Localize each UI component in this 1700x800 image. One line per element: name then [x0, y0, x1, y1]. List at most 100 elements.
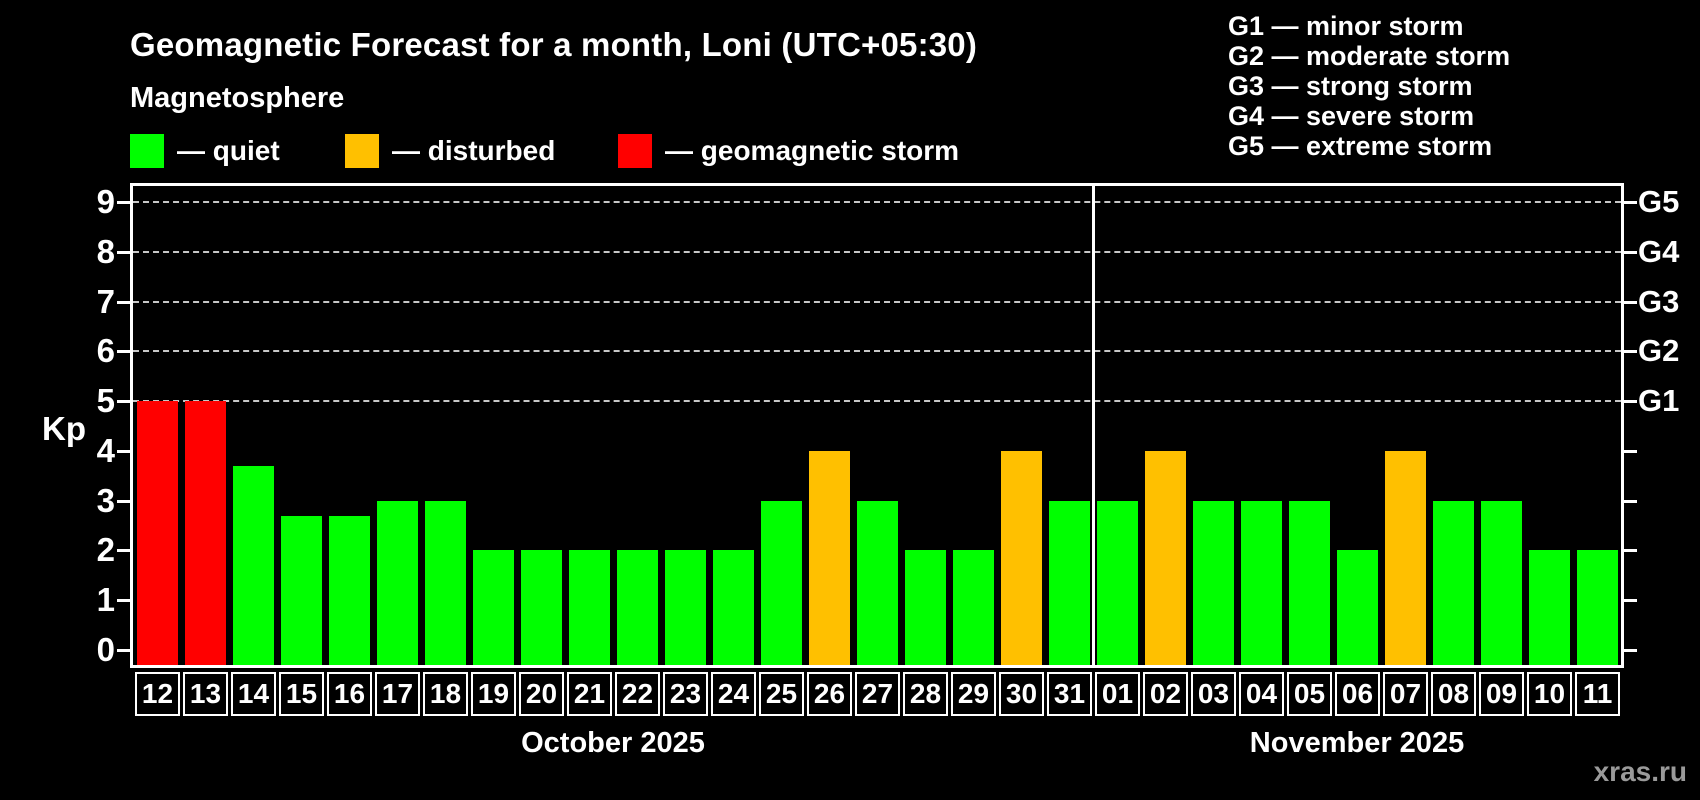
- y-tick-right-1: [1624, 599, 1637, 603]
- kp-bar-day-12: [136, 401, 178, 665]
- kp-bar-day-31: [1048, 500, 1090, 665]
- legend-item-storm: — geomagnetic storm: [618, 134, 959, 168]
- kp-bar-day-18: [424, 500, 466, 665]
- legend-item-disturbed: — disturbed: [345, 134, 555, 168]
- y-tick-right-7: [1624, 300, 1637, 304]
- month-label-2: November 2025: [1249, 727, 1465, 759]
- kp-bar-day-03: [1192, 500, 1234, 665]
- kp-bar-day-15: [280, 515, 322, 665]
- g-scale-legend: G1 — minor storm G2 — moderate storm G3 — …: [1228, 11, 1510, 161]
- kp-bar-day-13: [184, 401, 226, 665]
- kp-bar-day-21: [568, 550, 610, 665]
- y-axis-title: Kp: [42, 410, 86, 447]
- y-axis-label-7: 7: [96, 282, 115, 320]
- y-tick-left-7: [117, 300, 130, 304]
- gridline-kp7: [133, 300, 1621, 303]
- kp-bar-day-25: [760, 500, 802, 665]
- kp-bar-day-05: [1288, 500, 1330, 665]
- legend-swatch-quiet-icon: [130, 134, 164, 168]
- day-label-31: 31: [1047, 672, 1092, 716]
- kp-bar-day-09: [1480, 500, 1522, 665]
- day-label-25: 25: [759, 672, 804, 716]
- legend-label-quiet: — quiet: [177, 135, 280, 166]
- g-legend-line-4: G4 — severe storm: [1228, 101, 1475, 131]
- day-label-16: 16: [327, 672, 372, 716]
- y-tick-left-3: [117, 499, 130, 503]
- kp-bar-day-08: [1432, 500, 1474, 665]
- y-tick-right-3: [1624, 499, 1637, 503]
- day-label-19: 19: [471, 672, 516, 716]
- y-tick-right-9: [1624, 200, 1637, 204]
- kp-bar-day-24: [712, 550, 754, 665]
- kp-bar-day-16: [328, 515, 370, 665]
- y-axis-label-8: 8: [96, 232, 115, 270]
- day-label-05: 05: [1287, 672, 1332, 716]
- day-label-26: 26: [807, 672, 852, 716]
- gridline-kp5: [133, 400, 1621, 403]
- y-tick-left-0: [117, 649, 130, 652]
- legend-swatch-storm-icon: [618, 134, 652, 168]
- g-legend-line-5: G5 — extreme storm: [1228, 131, 1493, 161]
- g-legend-line-1: G1 — minor storm: [1228, 11, 1464, 41]
- kp-bar-day-14: [232, 465, 274, 665]
- day-label-08: 08: [1431, 672, 1476, 716]
- right-axis-label-g3: G3: [1638, 283, 1680, 319]
- right-axis-label-g4: G4: [1638, 233, 1680, 269]
- day-label-03: 03: [1191, 672, 1236, 716]
- right-axis-label-g2: G2: [1638, 333, 1680, 369]
- y-tick-right-5: [1624, 400, 1637, 404]
- y-axis-label-4: 4: [96, 431, 115, 469]
- day-label-09: 09: [1479, 672, 1524, 716]
- y-axis-label-0: 0: [96, 631, 115, 668]
- y-axis-label-2: 2: [96, 531, 115, 569]
- day-label-27: 27: [855, 672, 900, 716]
- kp-bar-day-22: [616, 550, 658, 665]
- day-label-13: 13: [183, 672, 228, 716]
- day-label-22: 22: [615, 672, 660, 716]
- kp-bar-day-06: [1336, 550, 1378, 665]
- y-axis-label-9: 9: [96, 182, 115, 220]
- chart-subtitle: Magnetosphere: [130, 82, 345, 114]
- chart-title: Geomagnetic Forecast for a month, Loni (…: [130, 26, 978, 63]
- day-label-18: 18: [423, 672, 468, 716]
- plot-area: G1 G2 G3 G4 G5 0 1 2 3 4 5 6 7 8 9: [97, 183, 1679, 668]
- watermark: xras.ru: [1593, 756, 1687, 787]
- legend-label-storm: — geomagnetic storm: [665, 135, 960, 166]
- day-label-23: 23: [663, 672, 708, 716]
- y-axis-label-6: 6: [96, 332, 115, 370]
- month-boundary-line: [1091, 186, 1095, 665]
- y-tick-left-4: [117, 449, 130, 453]
- day-label-21: 21: [567, 672, 612, 716]
- day-label-14: 14: [231, 672, 276, 716]
- day-label-06: 06: [1335, 672, 1380, 716]
- day-label-30: 30: [999, 672, 1044, 716]
- legend-label-disturbed: — disturbed: [392, 135, 556, 166]
- day-label-04: 04: [1239, 672, 1284, 716]
- day-label-17: 17: [375, 672, 420, 716]
- kp-bar-day-30: [1000, 450, 1042, 665]
- right-axis-label-g5: G5: [1638, 183, 1680, 219]
- y-axis-label-5: 5: [96, 382, 115, 420]
- kp-bar-day-04: [1240, 500, 1282, 665]
- day-label-12: 12: [135, 672, 180, 716]
- kp-bar-day-17: [376, 500, 418, 665]
- kp-bar-day-28: [904, 550, 946, 665]
- y-tick-left-2: [117, 549, 130, 553]
- kp-bar-day-19: [472, 550, 514, 665]
- day-label-20: 20: [519, 672, 564, 716]
- right-axis-label-g1: G1: [1638, 383, 1680, 419]
- kp-bar-day-10: [1528, 550, 1570, 665]
- day-label-15: 15: [279, 672, 324, 716]
- kp-bar-day-07: [1384, 450, 1426, 665]
- y-tick-right-4: [1624, 449, 1637, 453]
- legend-item-quiet: — quiet: [130, 134, 280, 168]
- kp-bar-day-01: [1096, 500, 1138, 665]
- month-label-1: October 2025: [521, 727, 705, 759]
- day-label-29: 29: [951, 672, 996, 716]
- day-label-01: 01: [1095, 672, 1140, 716]
- kp-bar-day-26: [808, 450, 850, 665]
- g-legend-line-3: G3 — strong storm: [1228, 71, 1473, 101]
- kp-bar-day-29: [952, 550, 994, 665]
- day-label-11: 11: [1575, 672, 1620, 716]
- day-label-07: 07: [1383, 672, 1428, 716]
